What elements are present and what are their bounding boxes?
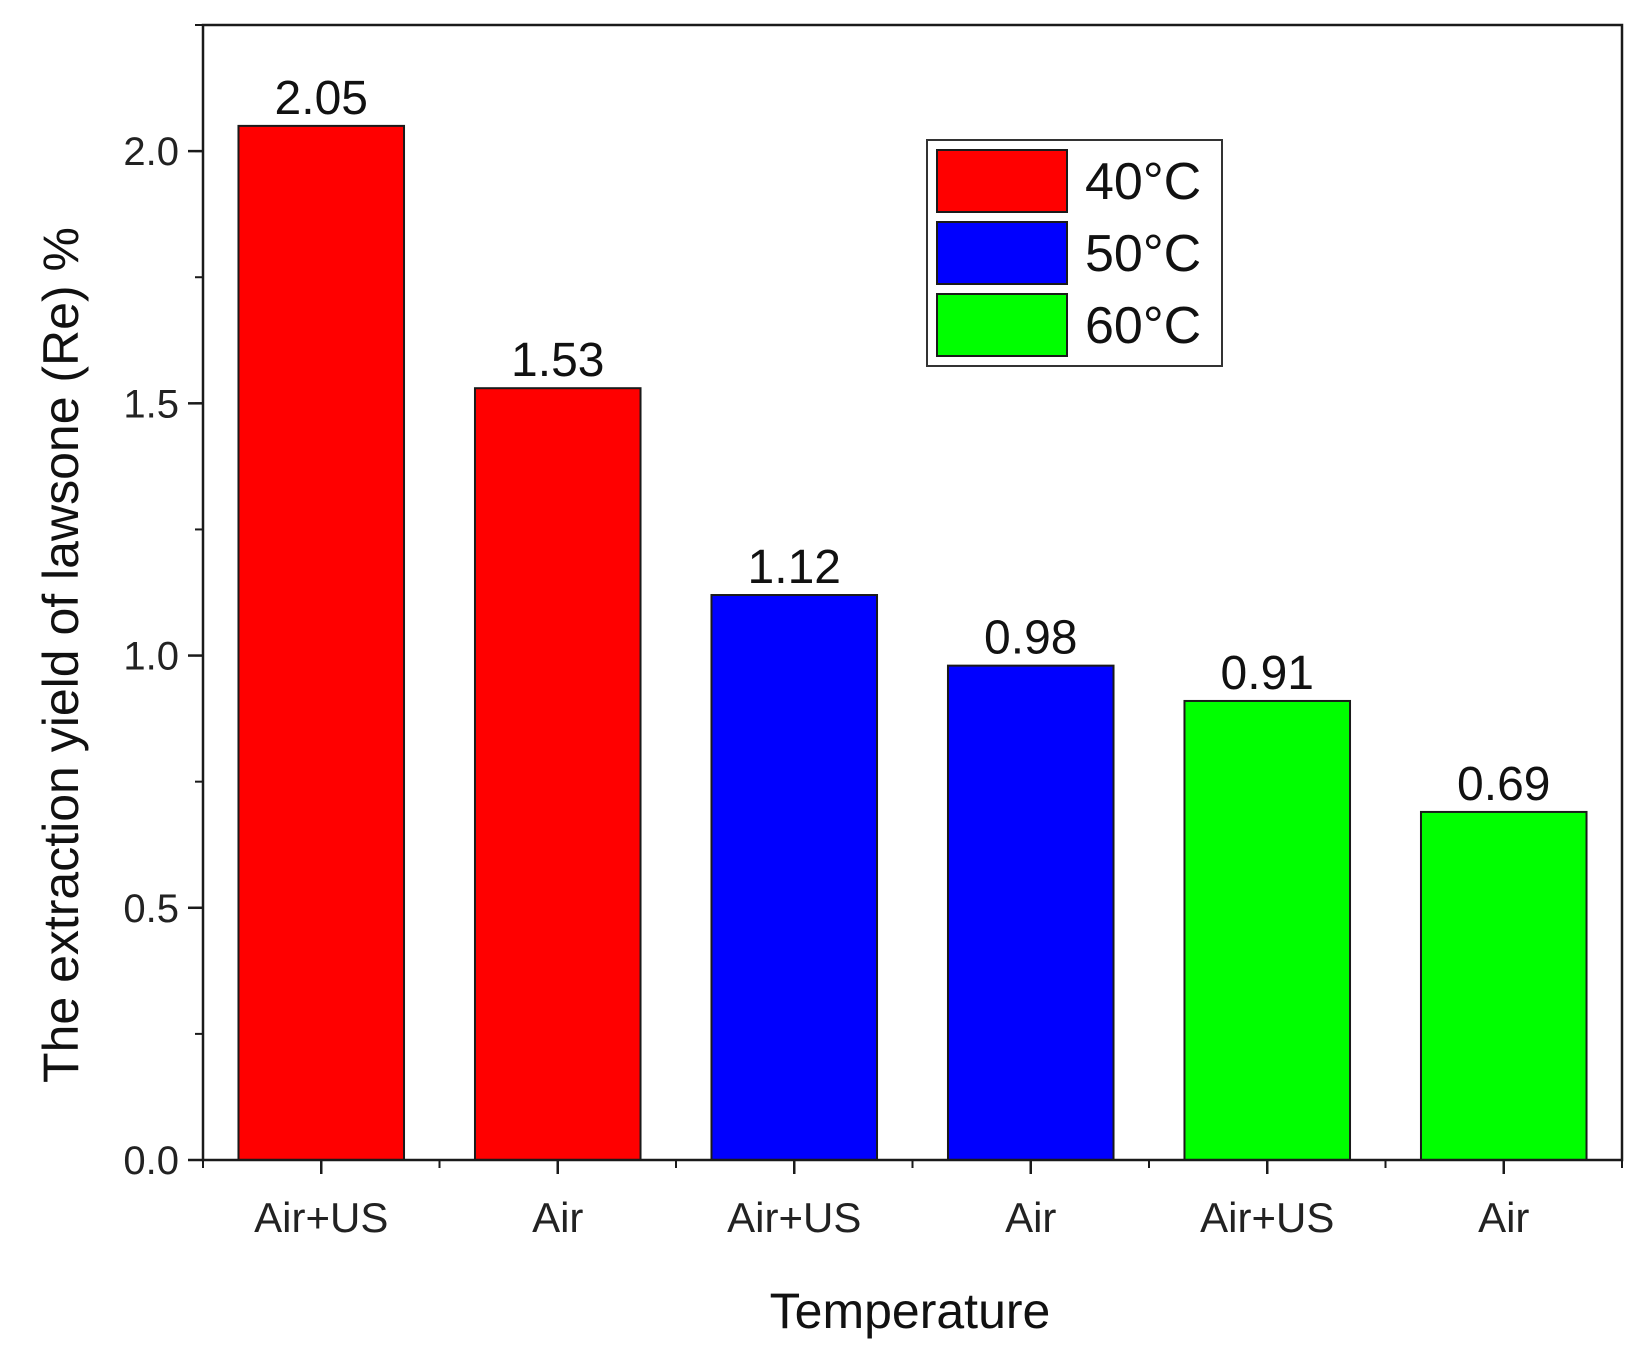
y-tick-label-3: 1.0 — [123, 635, 179, 679]
y-tick-label-4: 1.5 — [123, 382, 179, 426]
bar-6 — [1419, 810, 1588, 1162]
y-axis-title: The extraction yield of lawsone (Re) % — [33, 227, 89, 1083]
bar-2 — [473, 387, 642, 1161]
legend-swatch-3 — [936, 293, 1068, 357]
x-tick-label-6: Air — [1478, 1194, 1529, 1241]
value-label-2: 1.53 — [511, 334, 604, 387]
value-label-6: 0.69 — [1457, 758, 1550, 811]
legend-swatch-1 — [936, 149, 1068, 213]
bar-1 — [237, 124, 406, 1161]
x-tick-label-4: Air — [1005, 1194, 1056, 1241]
plot-frame — [201, 23, 1624, 1162]
x-tick-label-2: Air — [532, 1194, 583, 1241]
y-tick-label-5: 2.0 — [123, 130, 179, 174]
y-tick-label-2: 0.5 — [123, 887, 179, 931]
x-tick-label-5: Air+US — [1200, 1194, 1334, 1241]
value-label-4: 0.98 — [984, 612, 1077, 665]
bar-3 — [710, 594, 879, 1161]
x-axis-title: Temperature — [770, 1283, 1051, 1339]
bar-4 — [946, 664, 1115, 1162]
legend-label-2: 50°C — [1085, 225, 1201, 283]
legend-label-1: 40°C — [1085, 153, 1201, 211]
legend-label-3: 60°C — [1085, 297, 1201, 355]
x-tick-label-1: Air+US — [254, 1194, 388, 1241]
y-tick-label-1: 0.0 — [123, 1139, 179, 1183]
axes-layer: Air+US Air Air+US Air Air+US Air 0.0 0.5 1.0 1.5 2… — [123, 23, 1624, 1241]
bar-5 — [1183, 699, 1352, 1161]
value-label-5: 0.91 — [1221, 647, 1314, 700]
x-tick-label-3: Air+US — [727, 1194, 861, 1241]
value-label-3: 1.12 — [748, 541, 841, 594]
legend: 40°C 50°C 60°C — [926, 139, 1223, 367]
value-label-1: 2.05 — [275, 72, 368, 125]
legend-swatch-2 — [936, 221, 1068, 285]
bars-layer: 2.05 1.53 1.12 0.98 0.91 0.69 — [237, 72, 1588, 1162]
